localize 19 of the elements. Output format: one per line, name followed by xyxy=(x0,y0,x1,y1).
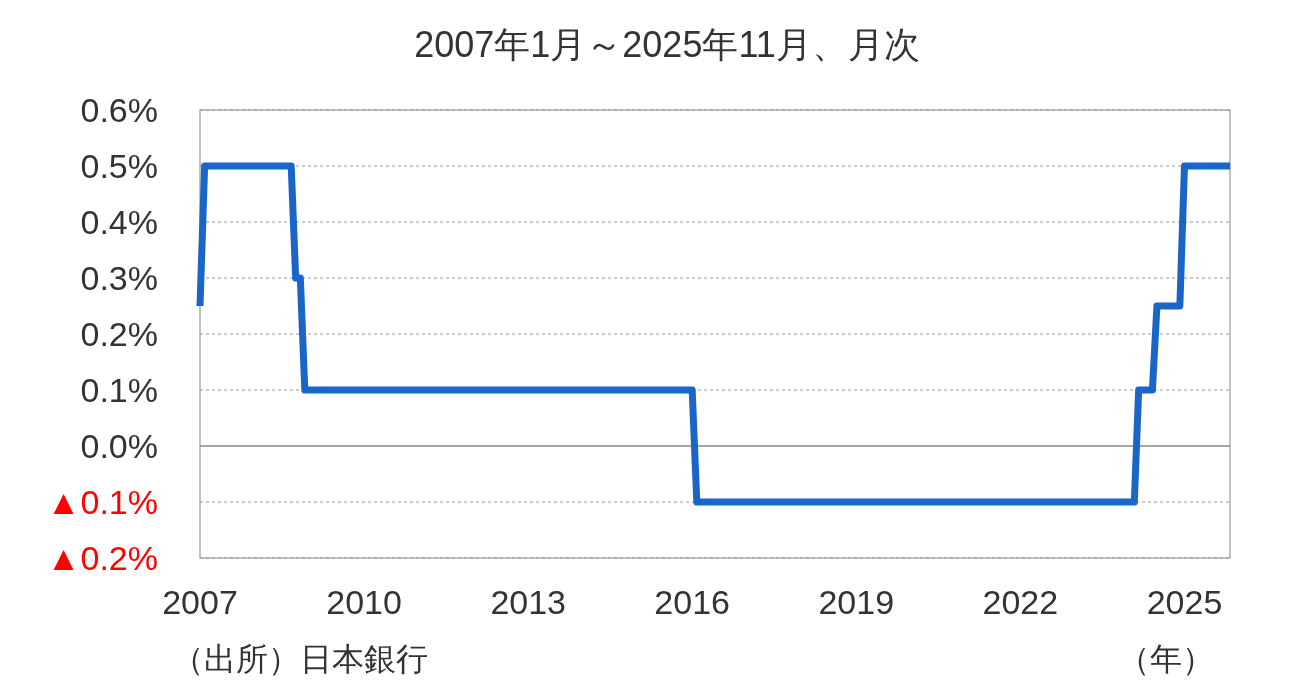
x-tick-label: 2019 xyxy=(818,583,895,621)
x-tick-label: 2025 xyxy=(1146,583,1223,621)
y-tick-label: 0.1% xyxy=(80,370,158,409)
y-tick-label: 0.6% xyxy=(80,90,158,129)
y-tick-label: 0.5% xyxy=(80,146,158,185)
y-tick-label: 0.0% xyxy=(80,426,158,465)
y-tick-label: 0.4% xyxy=(80,202,158,241)
chart-title: 2007年1月～2025年11月、月次 xyxy=(414,24,920,65)
text: （出所）日本銀行 xyxy=(172,641,428,677)
x-tick-label: 2007 xyxy=(162,583,238,621)
x-tick-label: 2013 xyxy=(490,583,567,621)
x-tick-label: 2016 xyxy=(654,583,730,621)
y-tick-label: 0.3% xyxy=(80,258,158,297)
y-tick-label: 0.2% xyxy=(80,314,158,353)
y-tick-label: ▲0.1% xyxy=(46,482,158,521)
x-tick-label: 2010 xyxy=(326,583,402,621)
x-tick-label: 2022 xyxy=(982,583,1059,621)
x-axis-title: （年） xyxy=(1118,641,1214,677)
y-tick-label: ▲0.2% xyxy=(46,538,158,577)
